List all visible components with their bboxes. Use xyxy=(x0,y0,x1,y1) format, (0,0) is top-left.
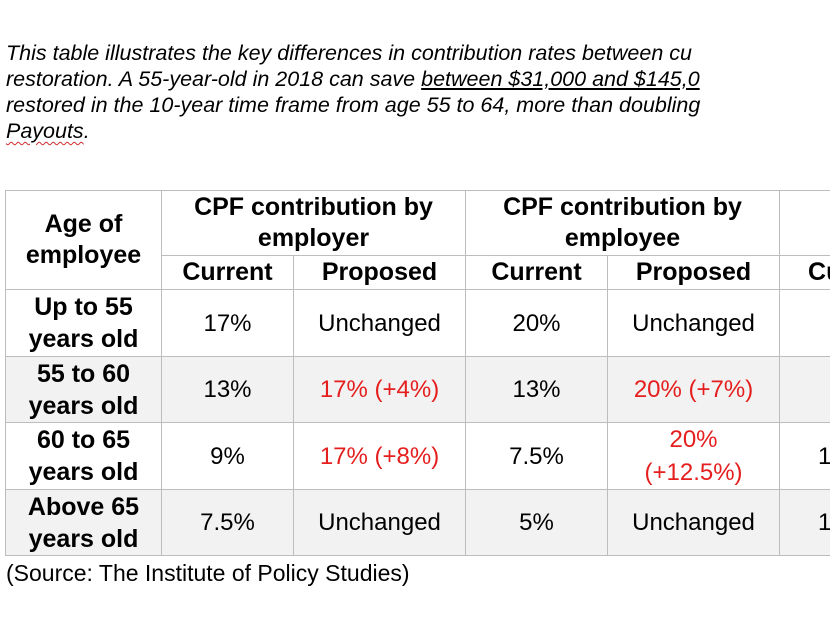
employer-proposed-cell: Unchanged xyxy=(292,289,467,357)
header-employer-proposed: Proposed xyxy=(292,255,467,290)
employee-current-cell: 5% xyxy=(465,489,609,556)
age-cell: 55 to 60 years old xyxy=(5,356,162,423)
intro-line-2: restoration. A 55-year-old in 2018 can s… xyxy=(6,66,830,92)
employer-current-cell: 13% xyxy=(161,356,294,423)
table-row: 60 to 65 years old 9% 17% (+8%) 7.5% 20%… xyxy=(5,422,830,490)
header-employer-current: Current xyxy=(161,255,294,290)
intro-line-4: Payouts. xyxy=(6,118,830,144)
employer-proposed-cell: Unchanged xyxy=(292,489,467,556)
employee-current-cell: 7.5% xyxy=(465,422,609,490)
header-partial-current: Cu xyxy=(779,255,830,290)
employer-current-cell: 17% xyxy=(161,289,294,357)
payouts-word: Payouts xyxy=(6,119,84,143)
table-row: 55 to 60 years old 13% 17% (+4%) 13% 20%… xyxy=(5,356,830,423)
intro-line-2-text: restoration. A 55-year-old in 2018 can s… xyxy=(6,67,422,91)
employer-current-cell: 9% xyxy=(161,422,294,490)
employee-proposed-cell: Unchanged xyxy=(607,489,781,556)
header-partial-column xyxy=(779,190,830,256)
cpf-contribution-table: Age of employee CPF contribution by empl… xyxy=(5,190,830,556)
table-row: Above 65 years old 7.5% Unchanged 5% Unc… xyxy=(5,489,830,556)
partial-cell: 1 xyxy=(779,422,830,490)
intro-line-4-period: . xyxy=(83,119,90,143)
employer-proposed-cell: 17% (+8%) xyxy=(292,422,467,490)
header-employee-current: Current xyxy=(465,255,609,290)
savings-range-link[interactable]: between $31,000 and $145,0 xyxy=(421,67,700,91)
intro-line-3: restored in the 10-year time frame from … xyxy=(6,93,701,117)
intro-line-1: This table illustrates the key differenc… xyxy=(6,41,692,65)
employee-current-cell: 20% xyxy=(465,289,609,357)
partial-cell xyxy=(779,289,830,357)
intro-paragraph: This table illustrates the key differenc… xyxy=(6,40,830,144)
age-cell: Up to 55 years old xyxy=(5,289,162,357)
header-row-top: Age of employee CPF contribution by empl… xyxy=(5,190,830,290)
source-caption: (Source: The Institute of Policy Studies… xyxy=(6,560,410,586)
employer-current-cell: 7.5% xyxy=(161,489,294,556)
header-age-of-employee: Age of employee xyxy=(5,190,162,290)
employee-proposed-cell: 20% (+12.5%) xyxy=(607,422,781,490)
age-cell: Above 65 years old xyxy=(5,489,162,556)
table-row: Up to 55 years old 17% Unchanged 20% Unc… xyxy=(5,289,830,357)
partial-cell: 1 xyxy=(779,489,830,556)
age-cell: 60 to 65 years old xyxy=(5,422,162,490)
partial-cell xyxy=(779,356,830,423)
employee-proposed-cell: 20% (+7%) xyxy=(607,356,781,423)
employer-proposed-cell: 17% (+4%) xyxy=(292,356,467,423)
header-employee-proposed: Proposed xyxy=(607,255,781,290)
header-employee-contribution: CPF contribution by employee xyxy=(465,190,781,256)
employee-proposed-cell: Unchanged xyxy=(607,289,781,357)
cpf-table-container: Age of employee CPF contribution by empl… xyxy=(5,190,830,556)
employee-current-cell: 13% xyxy=(465,356,609,423)
header-employer-contribution: CPF contribution by employer xyxy=(160,190,467,256)
